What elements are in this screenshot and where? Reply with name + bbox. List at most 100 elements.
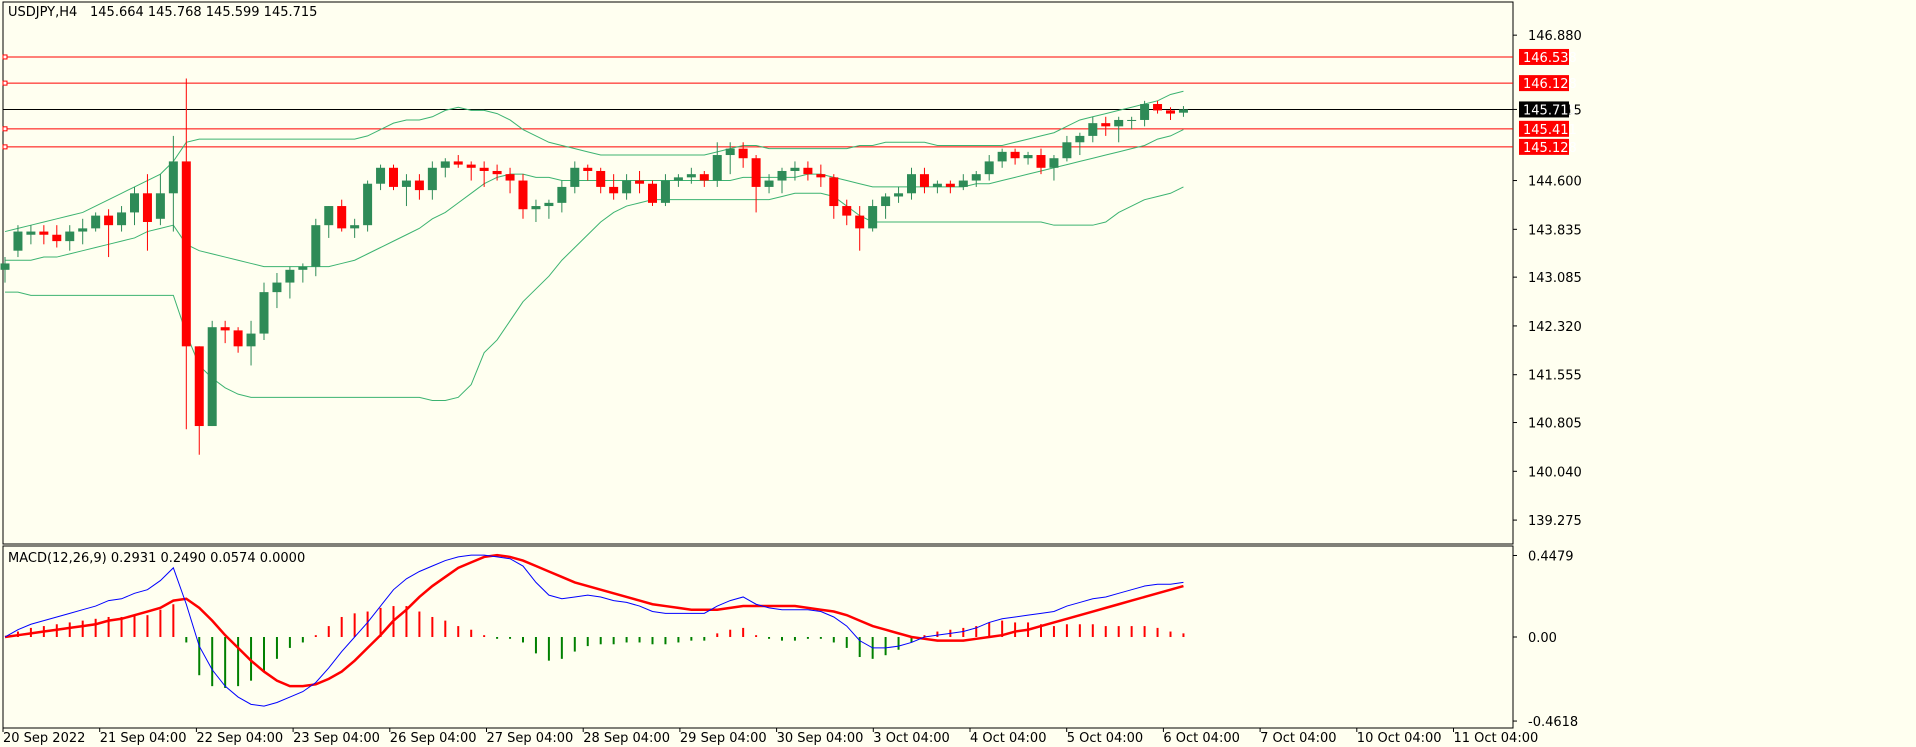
level-handle[interactable] [2, 54, 8, 60]
level-handle[interactable] [2, 80, 8, 86]
bull-candle[interactable] [907, 167, 916, 200]
candle-body [78, 228, 88, 232]
bear-candle[interactable] [635, 170, 645, 194]
bull-candle[interactable] [26, 225, 36, 245]
bull-candle[interactable] [868, 199, 878, 232]
bull-candle[interactable] [971, 170, 981, 187]
bull-candle[interactable] [1114, 116, 1124, 143]
bear-candle[interactable] [414, 174, 424, 200]
bull-candle[interactable] [65, 225, 75, 251]
level-handle[interactable] [2, 126, 8, 132]
bull-candle[interactable] [1178, 106, 1188, 117]
bull-candle[interactable] [764, 174, 774, 194]
bull-candle[interactable] [984, 155, 994, 181]
bear-candle[interactable] [194, 346, 204, 455]
bull-candle[interactable] [440, 158, 450, 178]
bear-candle[interactable] [596, 167, 606, 194]
bear-candle[interactable] [505, 167, 515, 194]
bull-candle[interactable] [350, 218, 360, 238]
bull-candle[interactable] [544, 199, 554, 219]
bull-candle[interactable] [155, 174, 165, 226]
bull-candle[interactable] [790, 161, 800, 181]
candlesticks[interactable] [0, 78, 1188, 455]
bear-candle[interactable] [945, 180, 955, 194]
bull-candle[interactable] [531, 199, 541, 222]
bear-candle[interactable] [518, 174, 528, 219]
bear-candle[interactable] [52, 225, 62, 248]
bear-candle[interactable] [609, 174, 619, 200]
bull-candle[interactable] [881, 193, 891, 219]
horizontal-levels[interactable] [2, 54, 1513, 150]
level-handle[interactable] [2, 144, 8, 150]
bull-candle[interactable] [622, 174, 632, 200]
bear-candle[interactable] [699, 170, 709, 187]
bear-candle[interactable] [389, 164, 398, 191]
bull-candle[interactable] [1127, 116, 1137, 130]
bear-candle[interactable] [803, 161, 813, 181]
bear-candle[interactable] [220, 320, 230, 344]
bear-candle[interactable] [583, 164, 593, 181]
bull-candle[interactable] [363, 180, 373, 232]
bear-candle[interactable] [738, 142, 748, 168]
bull-candle[interactable] [259, 282, 269, 340]
bear-candle[interactable] [919, 167, 929, 194]
bear-candle[interactable] [466, 161, 476, 181]
bull-candle[interactable] [168, 135, 178, 232]
bull-candle[interactable] [1075, 132, 1085, 156]
bear-candle[interactable] [1166, 107, 1175, 120]
bull-candle[interactable] [117, 206, 127, 232]
bear-candle[interactable] [181, 78, 191, 430]
bull-candle[interactable] [427, 161, 437, 200]
bear-candle[interactable] [1036, 148, 1046, 175]
bull-candle[interactable] [401, 174, 411, 207]
bull-candle[interactable] [932, 180, 942, 194]
bear-candle[interactable] [142, 174, 152, 251]
bear-candle[interactable] [104, 209, 114, 258]
bull-candle[interactable] [997, 148, 1007, 168]
bull-candle[interactable] [13, 225, 23, 258]
bull-candle[interactable] [557, 180, 567, 213]
bear-candle[interactable] [337, 199, 347, 232]
bull-candle[interactable] [285, 266, 295, 299]
bull-candle[interactable] [570, 161, 580, 194]
bear-candle[interactable] [648, 180, 657, 207]
bear-candle[interactable] [1153, 100, 1163, 114]
bull-candle[interactable] [686, 167, 696, 184]
bear-candle[interactable] [751, 155, 761, 213]
bull-candle[interactable] [1088, 116, 1098, 143]
bull-candle[interactable] [246, 320, 256, 366]
bear-candle[interactable] [492, 164, 502, 181]
bull-candle[interactable] [1023, 151, 1033, 165]
bull-candle[interactable] [894, 186, 904, 203]
bull-candle[interactable] [91, 212, 101, 232]
bull-candle[interactable] [958, 174, 968, 191]
bear-candle[interactable] [479, 161, 489, 187]
bear-candle[interactable] [1101, 116, 1111, 136]
bull-candle[interactable] [1049, 155, 1059, 181]
bull-candle[interactable] [311, 218, 321, 277]
bull-candle[interactable] [324, 206, 334, 238]
bull-candle[interactable] [130, 186, 139, 226]
bull-candle[interactable] [712, 142, 722, 187]
bear-candle[interactable] [816, 164, 826, 187]
bull-candle[interactable] [777, 167, 787, 194]
bear-candle[interactable] [453, 155, 463, 168]
bull-candle[interactable] [1062, 135, 1072, 162]
bull-candle[interactable] [660, 174, 670, 207]
bear-candle[interactable] [855, 206, 865, 251]
bear-candle[interactable] [842, 199, 852, 226]
bear-candle[interactable] [829, 174, 839, 219]
bull-candle[interactable] [0, 257, 10, 283]
bull-candle[interactable] [725, 142, 735, 175]
bull-candle[interactable] [673, 174, 683, 187]
bear-candle[interactable] [1010, 148, 1020, 165]
bull-candle[interactable] [376, 164, 386, 191]
bear-candle[interactable] [39, 225, 49, 245]
bull-candle[interactable] [1140, 100, 1150, 127]
bull-candle[interactable] [272, 273, 282, 309]
bull-candle[interactable] [207, 320, 217, 427]
bear-candle[interactable] [233, 327, 243, 353]
bull-candle[interactable] [298, 263, 308, 283]
bull-candle[interactable] [78, 218, 88, 245]
